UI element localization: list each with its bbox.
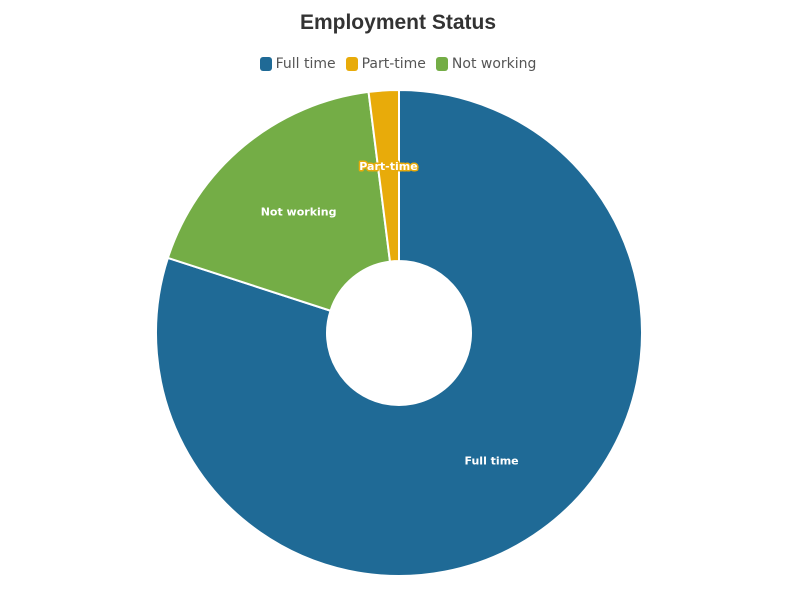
legend-item-not-working[interactable]: Not working [435,56,537,72]
legend-item-full-time[interactable]: Full time [259,56,336,72]
slice-label-full-time: Full time [465,454,519,467]
chart-title: Employment Status [299,11,497,34]
slice-part-time[interactable] [367,88,400,263]
slice-full-time[interactable] [155,88,643,577]
legend-swatch-part-time [345,57,358,71]
legend-label-not-working: Not working [451,56,537,72]
slice-label-part-time: Part-time [359,160,417,173]
legend-swatch-full-time [259,57,272,71]
legend-label-full-time: Full time [275,56,336,72]
legend-swatch-not-working [435,57,448,71]
slice-not-working[interactable] [166,90,392,313]
legend-item-part-time[interactable]: Part-time [345,56,426,72]
legend-label-part-time: Part-time [361,56,426,72]
chart-legend: Full time Part-time Not working [0,56,796,72]
slice-label-not-working: Not working [261,206,337,219]
